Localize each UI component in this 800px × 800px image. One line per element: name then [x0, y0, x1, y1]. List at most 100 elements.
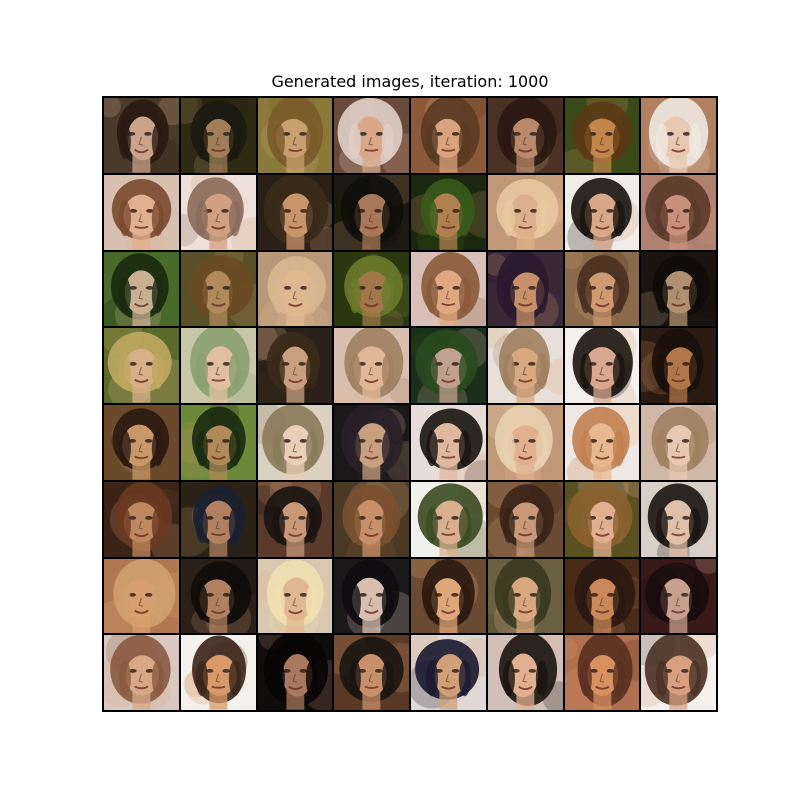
- face-sample: [104, 98, 179, 173]
- face-sample: [190, 558, 256, 634]
- face-sample: [104, 558, 179, 634]
- face-sample: [496, 174, 563, 250]
- face-sample: [641, 328, 704, 403]
- generated-face-image: [487, 174, 563, 250]
- generated-face-image: [487, 98, 563, 173]
- generated-face-image: [180, 481, 256, 557]
- face-sample: [420, 98, 486, 173]
- face-sample: [334, 328, 409, 403]
- generated-face-image: [641, 405, 716, 480]
- generated-face-image: [180, 98, 256, 173]
- face-sample: [641, 483, 713, 557]
- face-sample: [498, 635, 563, 710]
- face-sample: [651, 405, 716, 480]
- generated-face-image: [334, 558, 409, 634]
- face-sample: [334, 635, 409, 710]
- face-sample: [263, 174, 333, 250]
- generated-face-image: [257, 174, 333, 250]
- generated-face-image: [411, 251, 486, 327]
- generated-face-image: [180, 558, 256, 634]
- generated-face-image: [180, 635, 256, 710]
- generated-face-image: [104, 481, 179, 557]
- face-sample: [257, 405, 327, 480]
- face-sample: [260, 98, 323, 173]
- face-sample: [257, 559, 324, 634]
- generated-face-image: [334, 635, 409, 710]
- generated-face-image: [564, 174, 640, 250]
- face-sample: [257, 328, 320, 403]
- generated-face-image: [104, 174, 179, 250]
- generated-face-image: [257, 98, 333, 173]
- figure-title: Generated images, iteration: 1000: [271, 72, 549, 91]
- face-sample: [334, 174, 409, 250]
- generated-face-image: [487, 405, 563, 480]
- face-sample: [566, 405, 640, 480]
- face-sample: [104, 328, 179, 403]
- generated-face-image: [334, 98, 409, 173]
- generated-face-image: [180, 174, 256, 250]
- face-sample: [257, 481, 322, 557]
- face-sample: [342, 481, 409, 557]
- face-sample: [180, 174, 256, 250]
- face-sample: [487, 251, 559, 327]
- face-sample: [104, 252, 169, 327]
- face-sample: [564, 481, 640, 557]
- generated-face-image: [487, 251, 563, 327]
- generated-face-image: [411, 328, 486, 403]
- generated-face-image: [257, 251, 333, 327]
- face-sample: [641, 558, 716, 634]
- face-sample: [111, 408, 170, 480]
- generated-face-image: [564, 481, 640, 557]
- face-sample: [344, 253, 409, 327]
- face-sample: [259, 255, 329, 327]
- generated-face-image: [180, 251, 256, 327]
- generated-face-image: [564, 98, 640, 173]
- generated-face-image: [411, 558, 486, 634]
- face-sample: [487, 405, 553, 480]
- generated-face-image: [564, 635, 640, 710]
- face-sample: [566, 177, 639, 250]
- face-sample: [411, 178, 486, 250]
- generated-face-image: [411, 481, 486, 557]
- generated-face-image: [411, 174, 486, 250]
- generated-face-image: [104, 635, 179, 710]
- face-sample: [421, 251, 486, 327]
- face-sample: [417, 481, 486, 557]
- face-sample: [419, 408, 486, 480]
- face-sample: [411, 328, 486, 403]
- face-sample: [564, 251, 629, 327]
- generated-face-image: [487, 635, 563, 710]
- generated-face-image: [641, 558, 716, 634]
- generated-face-image: [334, 481, 409, 557]
- generated-face-image: [487, 328, 563, 403]
- face-sample: [337, 98, 409, 173]
- generated-face-image: [257, 328, 333, 403]
- face-sample: [574, 558, 640, 634]
- generated-image-grid: [102, 96, 718, 712]
- face-sample: [109, 481, 179, 557]
- face-sample: [258, 635, 333, 710]
- face-sample: [183, 635, 248, 710]
- generated-face-image: [487, 558, 563, 634]
- generated-face-image: [334, 251, 409, 327]
- generated-face-image: [487, 481, 563, 557]
- face-sample: [411, 635, 486, 710]
- generated-face-image: [564, 405, 640, 480]
- generated-face-image: [257, 405, 333, 480]
- generated-face-image: [104, 98, 179, 173]
- generated-face-image: [564, 251, 640, 327]
- generated-face-image: [104, 558, 179, 634]
- face-sample: [641, 635, 716, 710]
- face-sample: [645, 175, 716, 250]
- generated-face-image: [334, 405, 409, 480]
- face-sample: [641, 254, 716, 327]
- generated-face-image: [641, 251, 716, 327]
- face-sample: [487, 481, 563, 557]
- face-sample: [180, 485, 247, 557]
- generated-face-image: [257, 558, 333, 634]
- generated-face-image: [334, 328, 409, 403]
- generated-face-image: [180, 405, 256, 480]
- face-sample: [180, 98, 249, 173]
- generated-face-image: [411, 98, 486, 173]
- generated-face-image: [641, 174, 716, 250]
